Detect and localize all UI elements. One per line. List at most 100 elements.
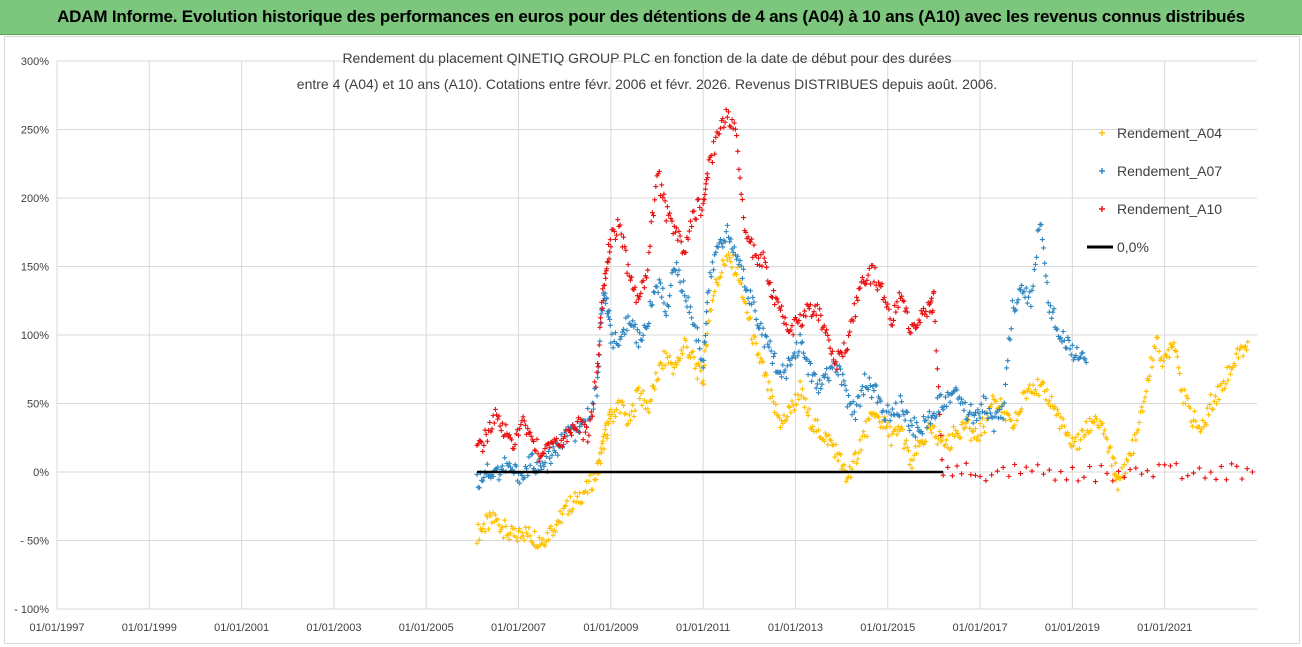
data-point [602,282,607,288]
data-point [690,348,696,354]
data-point [1210,407,1216,413]
data-point [626,412,632,418]
data-point [602,427,608,433]
data-point [649,210,655,216]
data-point [580,437,586,443]
data-point [477,438,483,444]
data-point [652,386,658,392]
data-point [959,421,965,427]
data-point [766,379,772,385]
data-point [638,391,644,397]
data-point [788,327,794,333]
data-point [667,293,673,299]
data-point [999,409,1005,415]
data-point [559,444,565,450]
data-point [531,438,537,444]
data-point [542,446,548,452]
data-point [814,302,820,308]
data-point [669,218,675,224]
data-point [940,407,946,413]
data-point [857,285,863,291]
data-point [607,322,613,328]
data-point [846,393,852,399]
data-point [481,442,487,448]
data-point [676,228,682,234]
data-point [818,312,824,318]
data-point [617,336,623,342]
data-point [610,345,616,351]
data-point [594,369,600,375]
data-point [1008,326,1014,332]
data-point [850,399,856,405]
data-point [835,372,841,378]
data-point [659,294,665,300]
data-point [826,432,832,438]
data-point [921,305,927,311]
data-point [954,387,960,393]
data-point [795,320,801,326]
data-point [698,368,704,374]
data-point [1002,381,1008,387]
data-point [585,490,591,496]
data-point [1080,350,1086,356]
series-rendement-a04 [474,251,1251,550]
data-point [683,298,689,304]
data-point [662,198,668,204]
data-point [698,212,704,218]
data-point [724,222,730,228]
legend-a04-label: Rendement_A04 [1117,125,1222,141]
data-point [712,289,718,295]
data-point [930,308,936,314]
data-point [781,369,787,375]
data-point [971,412,977,418]
x-tick-label: 01/01/1999 [122,622,177,634]
data-point [701,357,707,363]
data-point [773,402,779,408]
data-point [722,262,728,268]
data-point [796,349,802,355]
data-point [1075,431,1081,437]
data-point [692,365,698,371]
data-point [1024,388,1030,394]
data-point [768,387,774,393]
data-point [1071,443,1077,449]
data-point [1208,392,1214,398]
data-point [634,327,640,333]
data-point [887,418,893,424]
data-point [911,321,917,327]
data-point [1083,419,1089,425]
data-point [1146,378,1152,384]
data-point [866,416,872,422]
data-point [881,294,887,300]
data-point [1044,279,1050,285]
data-point [854,402,860,408]
data-point [616,343,622,349]
data-point [948,445,954,451]
data-point [844,346,850,352]
data-point [768,348,774,354]
data-point [547,445,553,451]
data-point [826,378,832,384]
data-point [582,429,588,435]
data-point [738,281,744,287]
data-point [844,404,850,410]
data-point [968,402,974,408]
data-point [749,236,755,242]
data-point [910,457,916,463]
data-point [952,434,958,440]
data-point [646,249,652,255]
y-axis-ticks: 300% 250% 200% 150% 100% 50% 0% - 50% - 100% [14,56,49,616]
data-point [851,301,857,307]
data-point [947,399,953,405]
data-point [474,540,480,546]
data-point [593,477,599,483]
data-point [923,417,929,423]
data-point [1094,416,1100,422]
data-point [855,456,861,462]
data-point [480,478,486,484]
data-point [685,294,691,300]
data-point [1139,471,1145,477]
data-point [1039,379,1045,385]
data-point [633,388,639,394]
data-point [1043,397,1049,403]
